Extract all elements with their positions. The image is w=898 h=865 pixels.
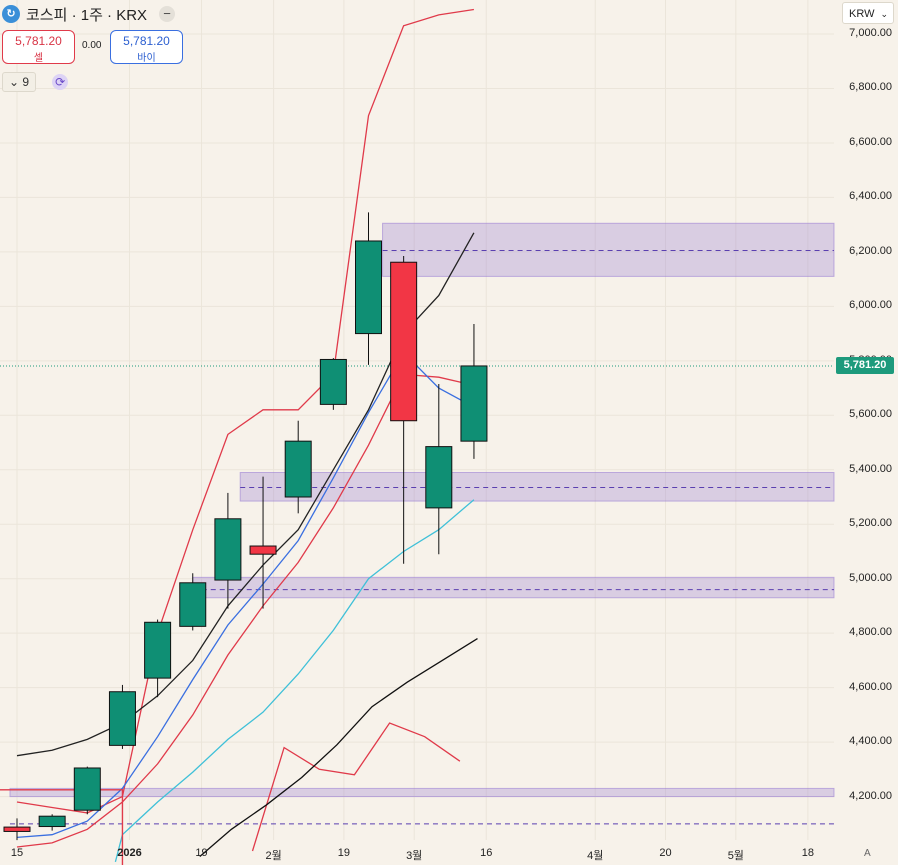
- candle-body: [179, 582, 207, 627]
- candle-body: [390, 261, 418, 422]
- chevron-down-icon: ⌄: [880, 9, 888, 19]
- candle-body: [108, 691, 136, 746]
- time-tick-label: 16: [480, 847, 493, 859]
- sync-icon[interactable]: ⟳: [52, 74, 69, 90]
- price-tick-label: 4,200.00: [849, 789, 892, 802]
- time-tick-label: 19: [337, 847, 351, 859]
- time-tick-label: 15: [10, 847, 24, 859]
- price-tick-label: 4,400.00: [849, 735, 892, 748]
- last-price-label: 5,781.20: [836, 357, 894, 374]
- symbol-title[interactable]: 코스피 · 1주 · KRX: [26, 6, 148, 24]
- indicator-line: [114, 499, 475, 863]
- time-tick-label: 18: [801, 847, 814, 859]
- currency-label: KRW: [849, 8, 875, 20]
- indicator-bar: ⌄ 9 ⟳: [2, 72, 69, 92]
- time-tick-label: 19: [195, 847, 208, 859]
- price-tick-label: 5,400.00: [849, 462, 892, 475]
- symbol-header: ↻ 코스피 · 1주 · KRX −: [2, 2, 176, 26]
- candle-body: [144, 621, 172, 679]
- sell-price: 5,781.20: [15, 34, 62, 48]
- auto-scale-button[interactable]: A: [864, 848, 871, 859]
- buy-button[interactable]: 5,781.20 바이: [110, 30, 183, 64]
- price-tick-label: 6,000.00: [849, 299, 892, 312]
- candle-body: [214, 518, 242, 581]
- zone-box: [192, 576, 835, 599]
- buy-label: 바이: [137, 53, 156, 64]
- time-tick-label: 2월: [265, 850, 282, 862]
- price-tick-label: 7,000.00: [849, 27, 892, 39]
- spread-value: 0.00: [82, 40, 102, 51]
- candle-body: [73, 767, 101, 811]
- price-tick-label: 4,600.00: [849, 680, 892, 693]
- price-tick-label: 6,600.00: [849, 135, 892, 148]
- range-box-line: [0, 789, 124, 865]
- candle-body: [355, 240, 382, 335]
- indicator-toggle[interactable]: ⌄ 9: [2, 72, 37, 92]
- currency-select[interactable]: KRW ⌄: [842, 2, 894, 24]
- candle-body: [425, 446, 453, 509]
- time-tick-label: 20: [659, 847, 672, 859]
- chevron-down-icon: ⌄: [9, 75, 20, 89]
- zone-box: [9, 787, 835, 798]
- price-tick-label: 4,800.00: [849, 626, 892, 639]
- candle-body: [3, 826, 31, 832]
- candle-body: [38, 815, 66, 828]
- candle-body: [249, 545, 277, 555]
- price-tick-label: 6,800.00: [849, 81, 892, 94]
- time-tick-label: 4월: [587, 850, 604, 862]
- kospi-logo-icon: ↻: [2, 5, 20, 23]
- indicator-line: [251, 722, 461, 852]
- candle-body: [284, 440, 312, 498]
- indicator-line: [199, 638, 478, 857]
- price-tick-label: 5,000.00: [849, 571, 892, 584]
- candle-body: [319, 358, 347, 405]
- collapse-icon[interactable]: −: [159, 6, 176, 22]
- sell-button[interactable]: 5,781.20 셀: [2, 30, 75, 64]
- time-tick-label: 3월: [406, 850, 423, 862]
- time-tick-label: 2026: [117, 847, 142, 859]
- price-tick-label: 5,600.00: [849, 408, 892, 421]
- sell-label: 셀: [33, 53, 44, 64]
- price-tick-label: 6,400.00: [849, 190, 892, 203]
- buy-price: 5,781.20: [123, 34, 170, 48]
- price-tick-label: 6,200.00: [849, 244, 892, 257]
- price-tick-label: 5,200.00: [849, 517, 892, 530]
- indicator-count: 9: [22, 75, 30, 89]
- candle-body: [460, 365, 488, 442]
- zone-box: [382, 222, 835, 277]
- time-tick-label: 5월: [727, 850, 744, 862]
